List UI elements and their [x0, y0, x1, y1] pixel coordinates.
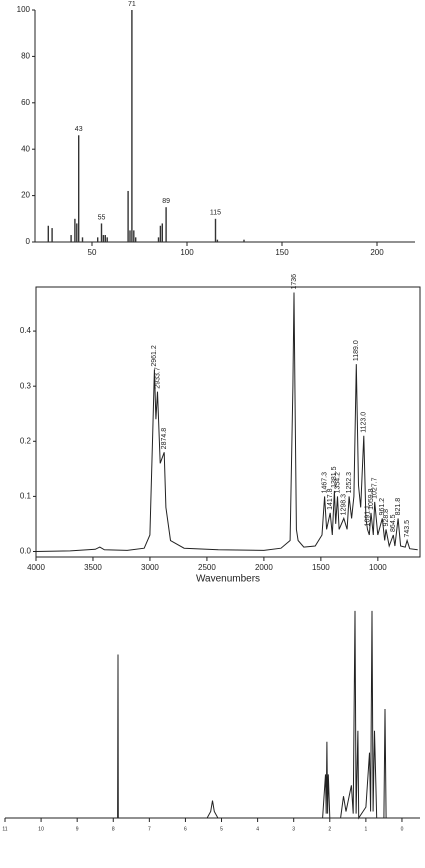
x-tick-label: 4000	[27, 563, 45, 572]
x-tick-label: 50	[88, 248, 97, 257]
peak-label: 1298.3	[341, 494, 348, 516]
peak-label: 1467.3	[321, 472, 328, 494]
y-tick-label: 0	[26, 237, 31, 246]
peak-label: 1354.2	[334, 472, 341, 494]
x-tick-label: 3000	[141, 563, 159, 572]
peak-label: 1059.8	[368, 488, 375, 510]
y-tick-label: 100	[17, 5, 31, 14]
peak-label: 1417.8	[327, 488, 334, 510]
y-tick-label: 80	[21, 52, 30, 61]
peak-label: 2933.7	[154, 367, 161, 389]
peak-label: 743.5	[404, 520, 411, 538]
spectrum-line	[35, 292, 418, 552]
peak-label: 1381.5	[331, 466, 338, 488]
peak-label: 43	[75, 126, 83, 133]
y-tick-label: 0.2	[20, 436, 32, 445]
y-tick-label: 0.1	[20, 491, 32, 500]
x-tick-label: 200	[370, 248, 384, 257]
x-tick-label: 8	[112, 826, 115, 832]
x-tick-label: 1	[364, 826, 367, 832]
peak-label: 115	[210, 210, 221, 217]
peak-label: 1027.7	[372, 477, 379, 499]
peak-label: 1252.3	[346, 472, 353, 494]
plot-frame	[35, 286, 421, 558]
x-tick-label: 2000	[255, 563, 273, 572]
x-tick-label: 1500	[312, 563, 330, 572]
x-tick-label: 4	[256, 826, 259, 832]
y-tick-label: 40	[21, 144, 30, 153]
y-tick-label: 60	[21, 98, 30, 107]
y-tick-label: 0.0	[20, 547, 32, 556]
peak-label: 928.8	[383, 509, 390, 527]
y-tick-label: 0.3	[20, 381, 32, 390]
x-tick-label: 2	[328, 826, 331, 832]
x-tick-label: 11	[2, 826, 7, 832]
spectrum-line	[5, 610, 420, 820]
x-tick-label: 2500	[198, 563, 216, 572]
x-tick-label: 6	[184, 826, 187, 832]
x-tick-label: 3500	[84, 563, 102, 572]
x-tick-label: 150	[275, 248, 289, 257]
y-tick-label: 20	[21, 191, 30, 200]
x-tick-label: 1000	[369, 563, 387, 572]
peak-label: 1189.0	[353, 340, 360, 361]
peak-label: 961.2	[379, 498, 386, 516]
x-tick-label: 5	[220, 826, 223, 832]
x-tick-label: 100	[180, 248, 194, 257]
peak-label: 71	[128, 1, 136, 8]
peak-label: 55	[98, 214, 106, 221]
peak-label: 1091.1	[364, 505, 371, 527]
x-tick-label: 10	[38, 826, 44, 832]
peak-label: 1123.0	[361, 412, 368, 433]
x-tick-label: 0	[401, 826, 404, 832]
x-tick-label: 9	[76, 826, 79, 832]
x-axis-label: Wavenumbers	[196, 574, 260, 585]
peak-label: 1736	[291, 274, 298, 290]
peak-label: 2961.2	[151, 345, 158, 367]
y-tick-label: 0.4	[20, 326, 32, 335]
x-tick-label: 7	[148, 826, 151, 832]
x-tick-label: 3	[292, 826, 295, 832]
peak-label: 821.8	[395, 498, 402, 516]
peak-label: 2874.8	[161, 428, 168, 450]
peak-label: 89	[162, 198, 170, 205]
peak-label: 864.5	[390, 514, 397, 532]
